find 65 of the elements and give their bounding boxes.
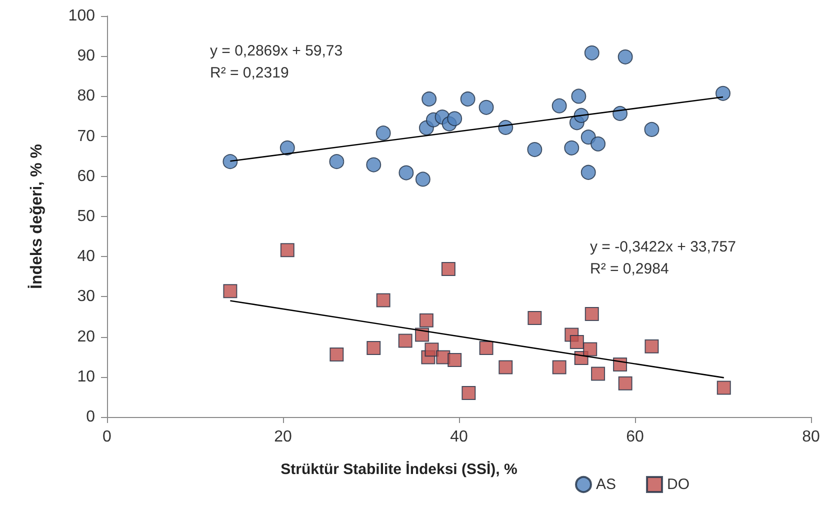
point <box>424 342 439 357</box>
x-axis-title: Strüktür Stabilite İndeksi (SSİ), % <box>280 461 518 478</box>
point <box>330 347 344 362</box>
x-tick-label: 40 <box>450 428 468 446</box>
point <box>591 366 606 381</box>
y-tick-label: 50 <box>77 208 96 225</box>
point <box>584 45 600 60</box>
y-tick-label: 60 <box>77 168 96 185</box>
x-tick-label: 80 <box>802 428 820 446</box>
point <box>552 98 567 114</box>
annotation: y = -0,3422x + 33,757 R² = 0,2984 <box>590 238 736 278</box>
point <box>366 341 381 356</box>
point <box>552 360 566 374</box>
legend-label: DO <box>667 476 690 493</box>
point <box>478 100 494 115</box>
y-tick-label: 30 <box>77 288 96 306</box>
y-tick-label: 20 <box>77 328 96 346</box>
point <box>398 334 412 348</box>
point <box>280 140 295 156</box>
point <box>415 172 430 187</box>
point <box>419 313 434 328</box>
point <box>441 262 456 276</box>
point <box>716 86 730 101</box>
point <box>329 154 344 170</box>
x-tick-label: 0 <box>102 428 112 446</box>
point <box>618 49 633 64</box>
point <box>447 111 462 126</box>
point <box>644 339 659 354</box>
y-tick-label: 10 <box>77 368 96 386</box>
point <box>583 342 598 356</box>
annotation: y = 0,2869x + 59,73 R² = 0,2319 <box>210 42 343 82</box>
point <box>460 92 476 107</box>
y-tick-label: 70 <box>77 128 96 145</box>
point <box>571 88 586 104</box>
point <box>376 293 390 308</box>
point <box>580 164 596 180</box>
point <box>422 92 437 107</box>
y-tick-label: 40 <box>77 248 96 266</box>
point <box>644 122 660 137</box>
y-axis-title: İndeks değeri, % % <box>28 144 46 289</box>
point <box>570 335 584 350</box>
point <box>280 243 294 258</box>
point <box>618 376 632 390</box>
point <box>448 353 462 368</box>
x-tick-label: 60 <box>626 428 644 446</box>
legend-label: AS <box>596 476 616 493</box>
y-tick-label: 0 <box>86 408 96 426</box>
point <box>528 310 542 325</box>
point <box>590 136 606 152</box>
point <box>716 380 731 395</box>
x-tick-label: 20 <box>274 428 292 446</box>
point <box>376 126 391 141</box>
y-tick-label: 90 <box>77 48 96 65</box>
point <box>564 140 580 156</box>
point <box>223 284 238 298</box>
y-tick-label: 80 <box>77 88 96 105</box>
point <box>584 306 599 321</box>
point <box>479 341 494 356</box>
point <box>527 142 542 158</box>
point <box>366 157 382 172</box>
point <box>498 360 513 374</box>
point <box>462 386 476 400</box>
y-tick-label: 100 <box>68 8 96 24</box>
point <box>398 165 414 180</box>
point <box>222 154 238 170</box>
